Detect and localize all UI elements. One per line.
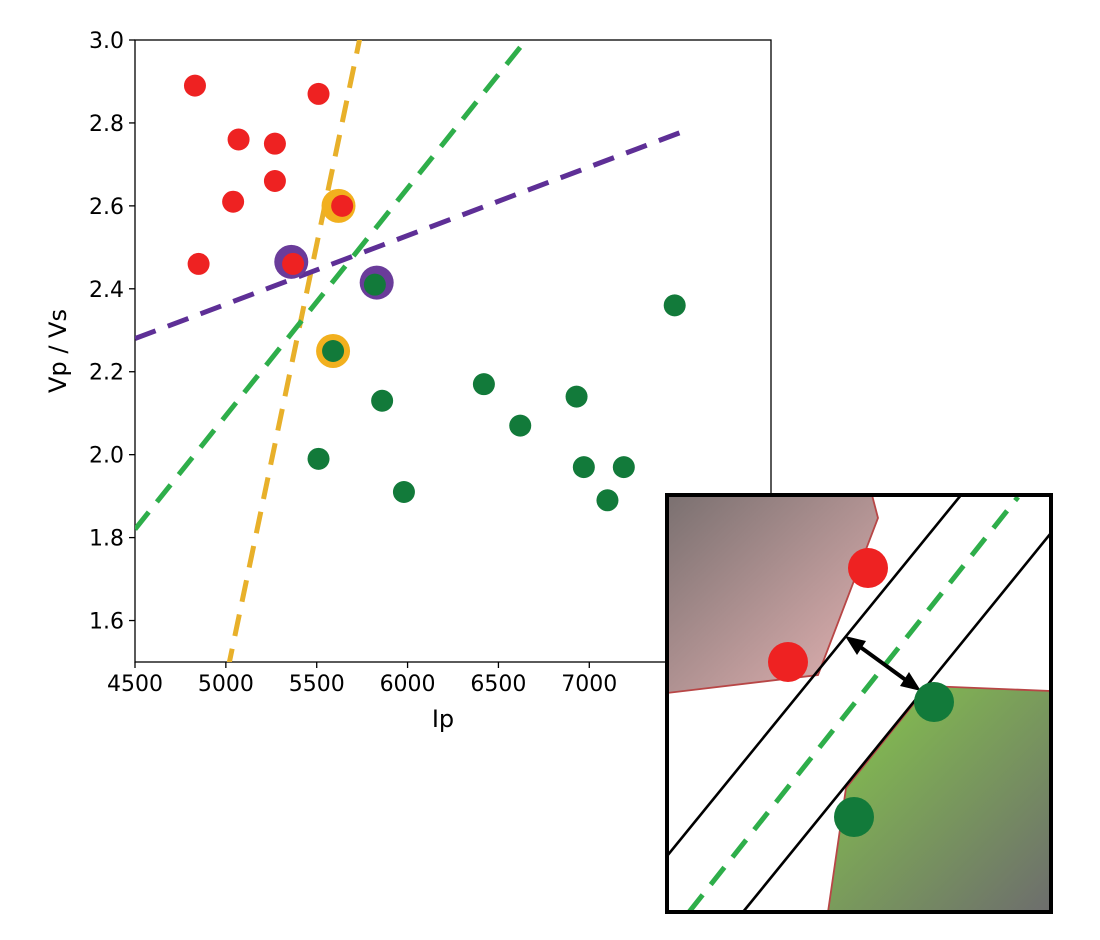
- red-point-4: [263, 169, 286, 192]
- y-tick-label-6: 2.8: [89, 112, 124, 137]
- x-axis-ticks: 4500500055006000650070007: [107, 662, 687, 697]
- margin-edge-lower: [741, 532, 1051, 912]
- green-point-0: [363, 273, 386, 296]
- y-tick-label-7: 3.0: [89, 29, 124, 54]
- red-point-8: [282, 252, 305, 275]
- margin-arrow-head-start: [845, 636, 866, 655]
- decision-boundaries: [135, 40, 685, 662]
- x-tick-label-3: 6000: [380, 672, 436, 697]
- main-scatter-plot: 4500500055006000650070007 1.61.82.02.22.…: [44, 29, 772, 733]
- red-point-3: [263, 132, 286, 155]
- inset-green-point-1: [834, 797, 874, 837]
- green-point-7: [307, 447, 330, 470]
- green-point-8: [572, 456, 595, 479]
- y-tick-label-1: 1.8: [89, 527, 124, 552]
- y-tick-label-4: 2.4: [89, 278, 124, 303]
- decision-boundary-2: [135, 128, 685, 341]
- green-point-5: [371, 389, 394, 412]
- green-point-9: [612, 456, 635, 479]
- y-tick-label-5: 2.6: [89, 195, 124, 220]
- margin-arrow: [850, 639, 916, 688]
- green-class-region: [827, 685, 1051, 912]
- y-axis-ticks: 1.6 1.8 2.0 2.2 2.4 2.6 2.8 3.0: [89, 29, 135, 635]
- x-tick-label-5: 7000: [561, 672, 617, 697]
- inset-frame: [665, 493, 1053, 914]
- red-point-6: [331, 194, 354, 217]
- margin-edge-upper: [667, 495, 963, 857]
- red-point-5: [222, 190, 245, 213]
- y-tick-label-2: 2.0: [89, 444, 124, 469]
- margin-arrow-head-end: [900, 672, 921, 691]
- green-point-1: [322, 340, 345, 362]
- green-point-2: [663, 294, 686, 317]
- red-class-region: [667, 495, 879, 694]
- x-tick-label-0: 4500: [107, 672, 163, 697]
- green-point-3: [472, 373, 495, 396]
- inset-points: [768, 548, 954, 837]
- red-point-7: [187, 252, 210, 275]
- inset-red-point-0: [848, 548, 888, 588]
- y-tick-label-0: 1.6: [89, 610, 124, 635]
- green-point-10: [392, 480, 415, 503]
- green-point-6: [509, 414, 532, 437]
- margin-inset: [665, 493, 1053, 914]
- x-tick-label-2: 5500: [289, 672, 345, 697]
- decision-boundary-1: [135, 40, 530, 531]
- x-tick-label-1: 5000: [198, 672, 254, 697]
- decision-boundary-0: [226, 40, 363, 662]
- inset-red-point-1: [768, 642, 808, 682]
- x-tick-label-4: 6500: [470, 672, 526, 697]
- data-points: [183, 74, 688, 549]
- green-point-11: [596, 489, 619, 512]
- inset-decision-boundary: [687, 495, 1020, 912]
- red-point-0: [183, 74, 206, 97]
- inset-green-point-0: [914, 682, 954, 722]
- x-axis-label: Ip: [432, 705, 454, 733]
- red-point-1: [307, 82, 330, 105]
- y-axis-label: Vp / Vs: [44, 309, 72, 393]
- green-point-4: [565, 385, 588, 408]
- y-tick-label-3: 2.2: [89, 361, 124, 386]
- red-point-2: [227, 128, 250, 151]
